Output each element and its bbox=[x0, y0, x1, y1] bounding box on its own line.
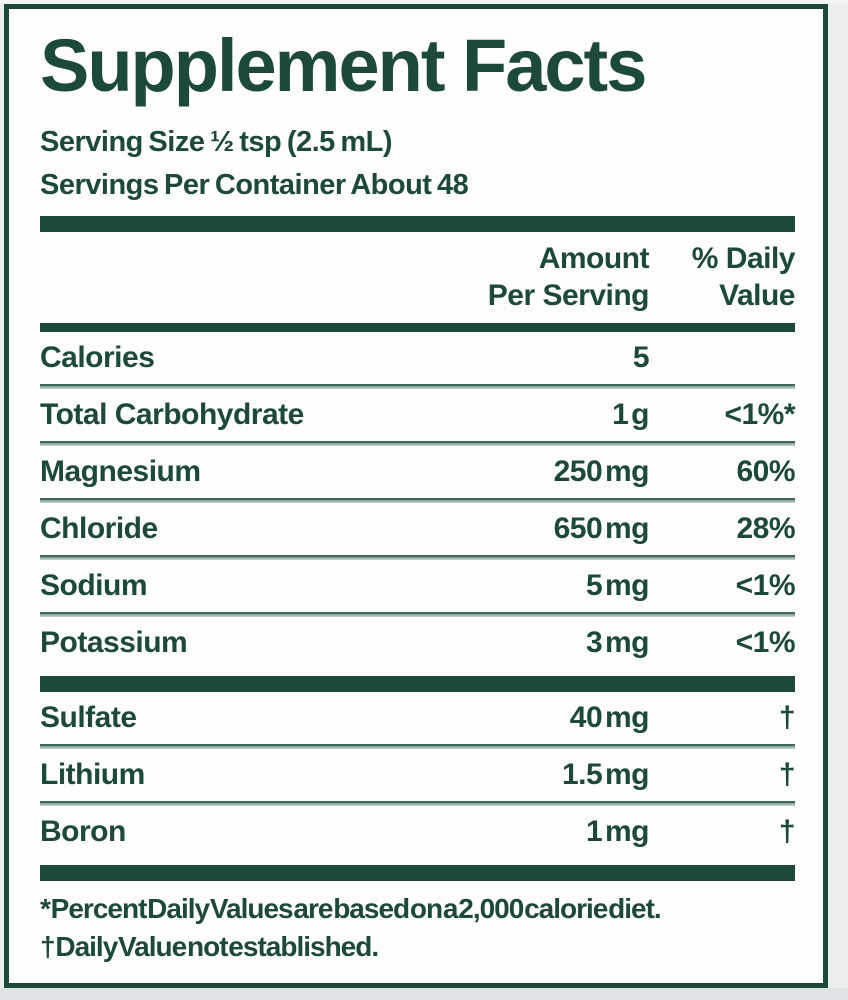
table-row-chloride: Chloride 650 mg 28% bbox=[40, 503, 796, 555]
table-row-calories: Calories 5 bbox=[40, 332, 795, 384]
nutrient-amount: 5 bbox=[632, 341, 650, 374]
table-row-magnesium: Magnesium 250 mg 60% bbox=[40, 446, 796, 498]
footer-divider-bar bbox=[40, 865, 795, 881]
row-separator bbox=[40, 612, 795, 617]
nutrient-amount: 1 mg bbox=[585, 815, 650, 848]
nutrient-amount: 5 mg bbox=[585, 569, 650, 602]
nutrient-name: Boron bbox=[40, 815, 126, 848]
row-separator bbox=[40, 555, 795, 560]
row-separator bbox=[40, 801, 795, 806]
serving-info: Serving Size ½ tsp (2.5 mL) Servings Per… bbox=[40, 121, 795, 207]
header-divider-bar bbox=[40, 323, 795, 332]
nutrient-name: Total Carbohydrate bbox=[40, 398, 304, 431]
amount-header-line1: Amount bbox=[538, 242, 650, 275]
nutrient-daily-value: <1% bbox=[735, 626, 796, 659]
column-header-spacer bbox=[40, 240, 419, 314]
nutrient-daily-value: † bbox=[778, 758, 796, 791]
nutrient-name: Calories bbox=[40, 341, 155, 374]
dv-header-line1: % Daily bbox=[691, 242, 796, 275]
nutrient-name: Chloride bbox=[40, 512, 158, 545]
nutrient-daily-value: <1%* bbox=[724, 398, 795, 431]
group-divider-bar bbox=[40, 676, 795, 692]
nutrient-daily-value: † bbox=[778, 701, 796, 734]
dv-header-line2: Value bbox=[719, 279, 795, 312]
row-separator bbox=[40, 498, 795, 503]
footnotes: * Percent Daily Values are based on a 2,… bbox=[40, 890, 795, 966]
nutrient-amount: 3 mg bbox=[585, 626, 650, 659]
nutrient-amount: 650 mg bbox=[553, 512, 650, 545]
nutrient-amount: 250 mg bbox=[553, 455, 650, 488]
supplement-facts-panel: Supplement Facts Serving Size ½ tsp (2.5… bbox=[4, 4, 828, 988]
nutrient-name: Magnesium bbox=[40, 455, 201, 488]
column-header-daily-value: % Daily Value bbox=[649, 240, 796, 314]
nutrient-daily-value: <1% bbox=[735, 569, 796, 602]
nutrient-daily-value: 60% bbox=[736, 455, 795, 488]
table-row-lithium: Lithium 1.5 mg † bbox=[40, 749, 796, 801]
nutrient-amount: 1.5 mg bbox=[561, 758, 650, 791]
row-separator bbox=[40, 384, 795, 389]
nutrient-daily-value: † bbox=[778, 815, 796, 848]
nutrient-amount: 1 g bbox=[612, 398, 649, 431]
table-row-boron: Boron 1 mg † bbox=[40, 806, 796, 858]
table-row-total-carbohydrate: Total Carbohydrate 1 g <1%* bbox=[40, 389, 796, 441]
servings-per-container: Servings Per Container About 48 bbox=[40, 169, 469, 201]
nutrient-name: Sulfate bbox=[40, 701, 137, 734]
column-headers: Amount Per Serving % Daily Value bbox=[40, 240, 796, 314]
row-separator bbox=[40, 744, 795, 749]
table-row-sulfate: Sulfate 40 mg † bbox=[40, 692, 796, 744]
footnote-percent-daily-value: * Percent Daily Values are based on a 2,… bbox=[40, 893, 662, 924]
table-row-potassium: Potassium 3 mg <1% bbox=[40, 617, 796, 669]
top-divider-bar bbox=[40, 216, 795, 232]
row-separator bbox=[40, 441, 795, 446]
panel-title: Supplement Facts bbox=[40, 24, 647, 107]
nutrient-name: Potassium bbox=[40, 626, 188, 659]
nutrient-daily-value: 28% bbox=[736, 512, 795, 545]
nutrient-name: Sodium bbox=[40, 569, 148, 602]
nutrient-name: Lithium bbox=[40, 758, 145, 791]
amount-header-line2: Per Serving bbox=[487, 279, 650, 312]
table-row-sodium: Sodium 5 mg <1% bbox=[40, 560, 796, 612]
column-header-amount: Amount Per Serving bbox=[419, 240, 650, 314]
nutrient-amount: 40 mg bbox=[569, 701, 650, 734]
footnote-daily-value-not-established: † Daily Value not established. bbox=[40, 931, 379, 962]
serving-size: Serving Size ½ tsp (2.5 mL) bbox=[40, 126, 393, 158]
